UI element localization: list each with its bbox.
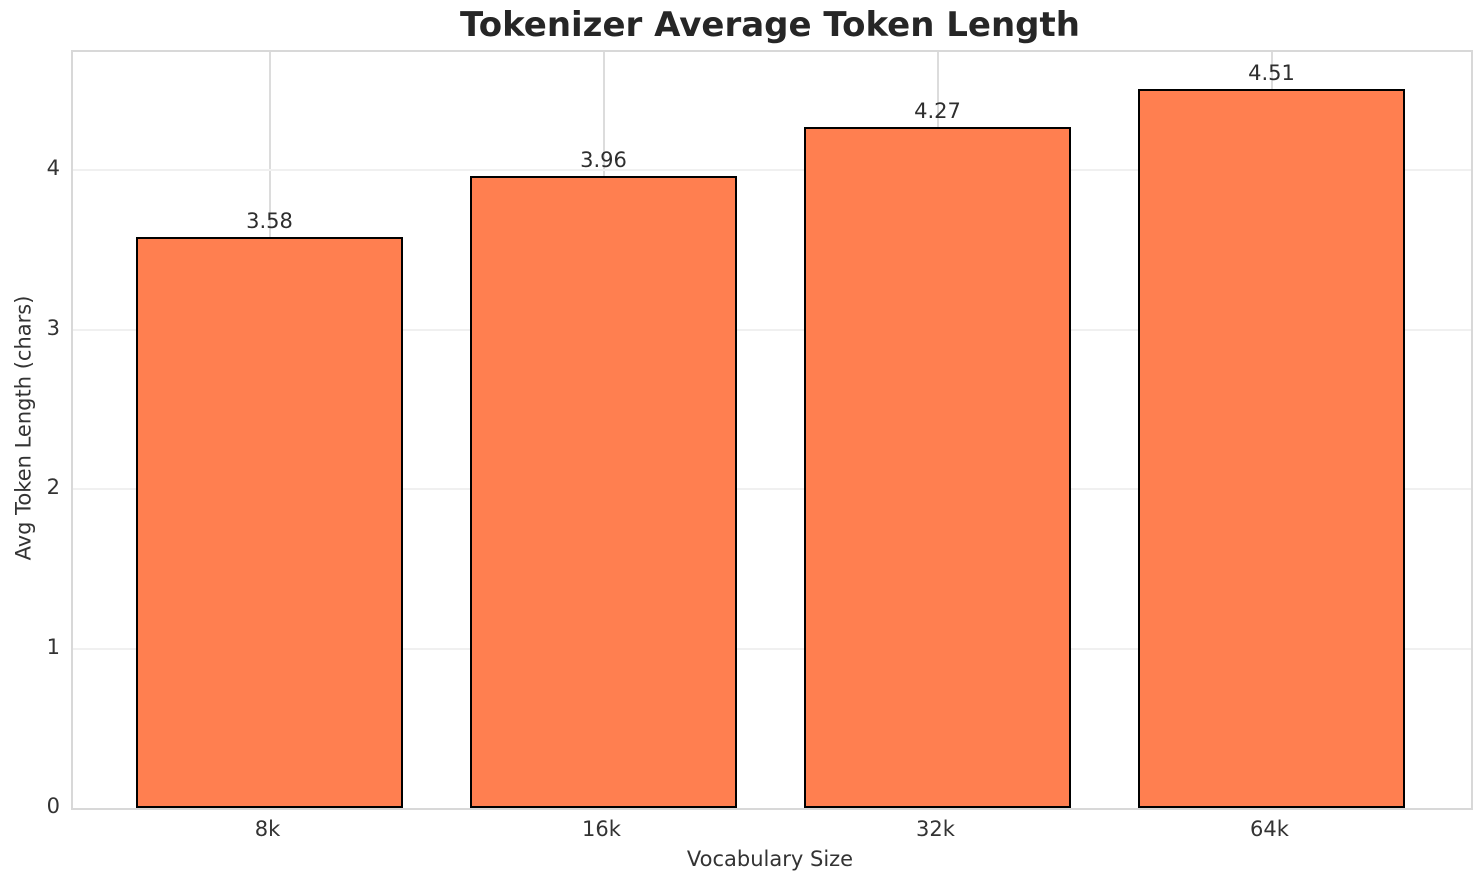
- gridline-horizontal: [73, 488, 1471, 490]
- y-tick-label: 0: [46, 794, 60, 818]
- plot-area: 3.58 3.96 4.27 4.51: [71, 50, 1473, 810]
- gridline-horizontal: [73, 169, 1471, 172]
- y-tick-label: 1: [46, 634, 60, 659]
- x-tick-label: 8k: [254, 817, 281, 841]
- bar-value-label: 4.27: [914, 98, 961, 123]
- gridline-horizontal: [73, 647, 1471, 650]
- gridline-horizontal: [73, 328, 1471, 331]
- y-tick-label: 3: [46, 315, 60, 340]
- y-axis-label: Avg Token Length (chars): [11, 295, 36, 561]
- bar-32k: [804, 126, 1071, 808]
- bar-value-label: 4.51: [1248, 60, 1295, 85]
- x-tick-label: 32k: [916, 817, 955, 841]
- bar-value-label: 3.96: [580, 148, 627, 173]
- y-tick-label: 2: [46, 475, 60, 499]
- x-tick-label: 16k: [582, 817, 621, 841]
- chart-title: Tokenizer Average Token Length: [460, 5, 1080, 45]
- bar-16k: [470, 176, 737, 808]
- y-tick-label: 4: [46, 156, 60, 181]
- x-axis-label: Vocabulary Size: [686, 847, 854, 871]
- x-tick-label: 64k: [1250, 817, 1289, 841]
- bar-64k: [1138, 88, 1405, 808]
- bar-8k: [136, 237, 403, 808]
- bar-value-label: 3.58: [246, 209, 293, 233]
